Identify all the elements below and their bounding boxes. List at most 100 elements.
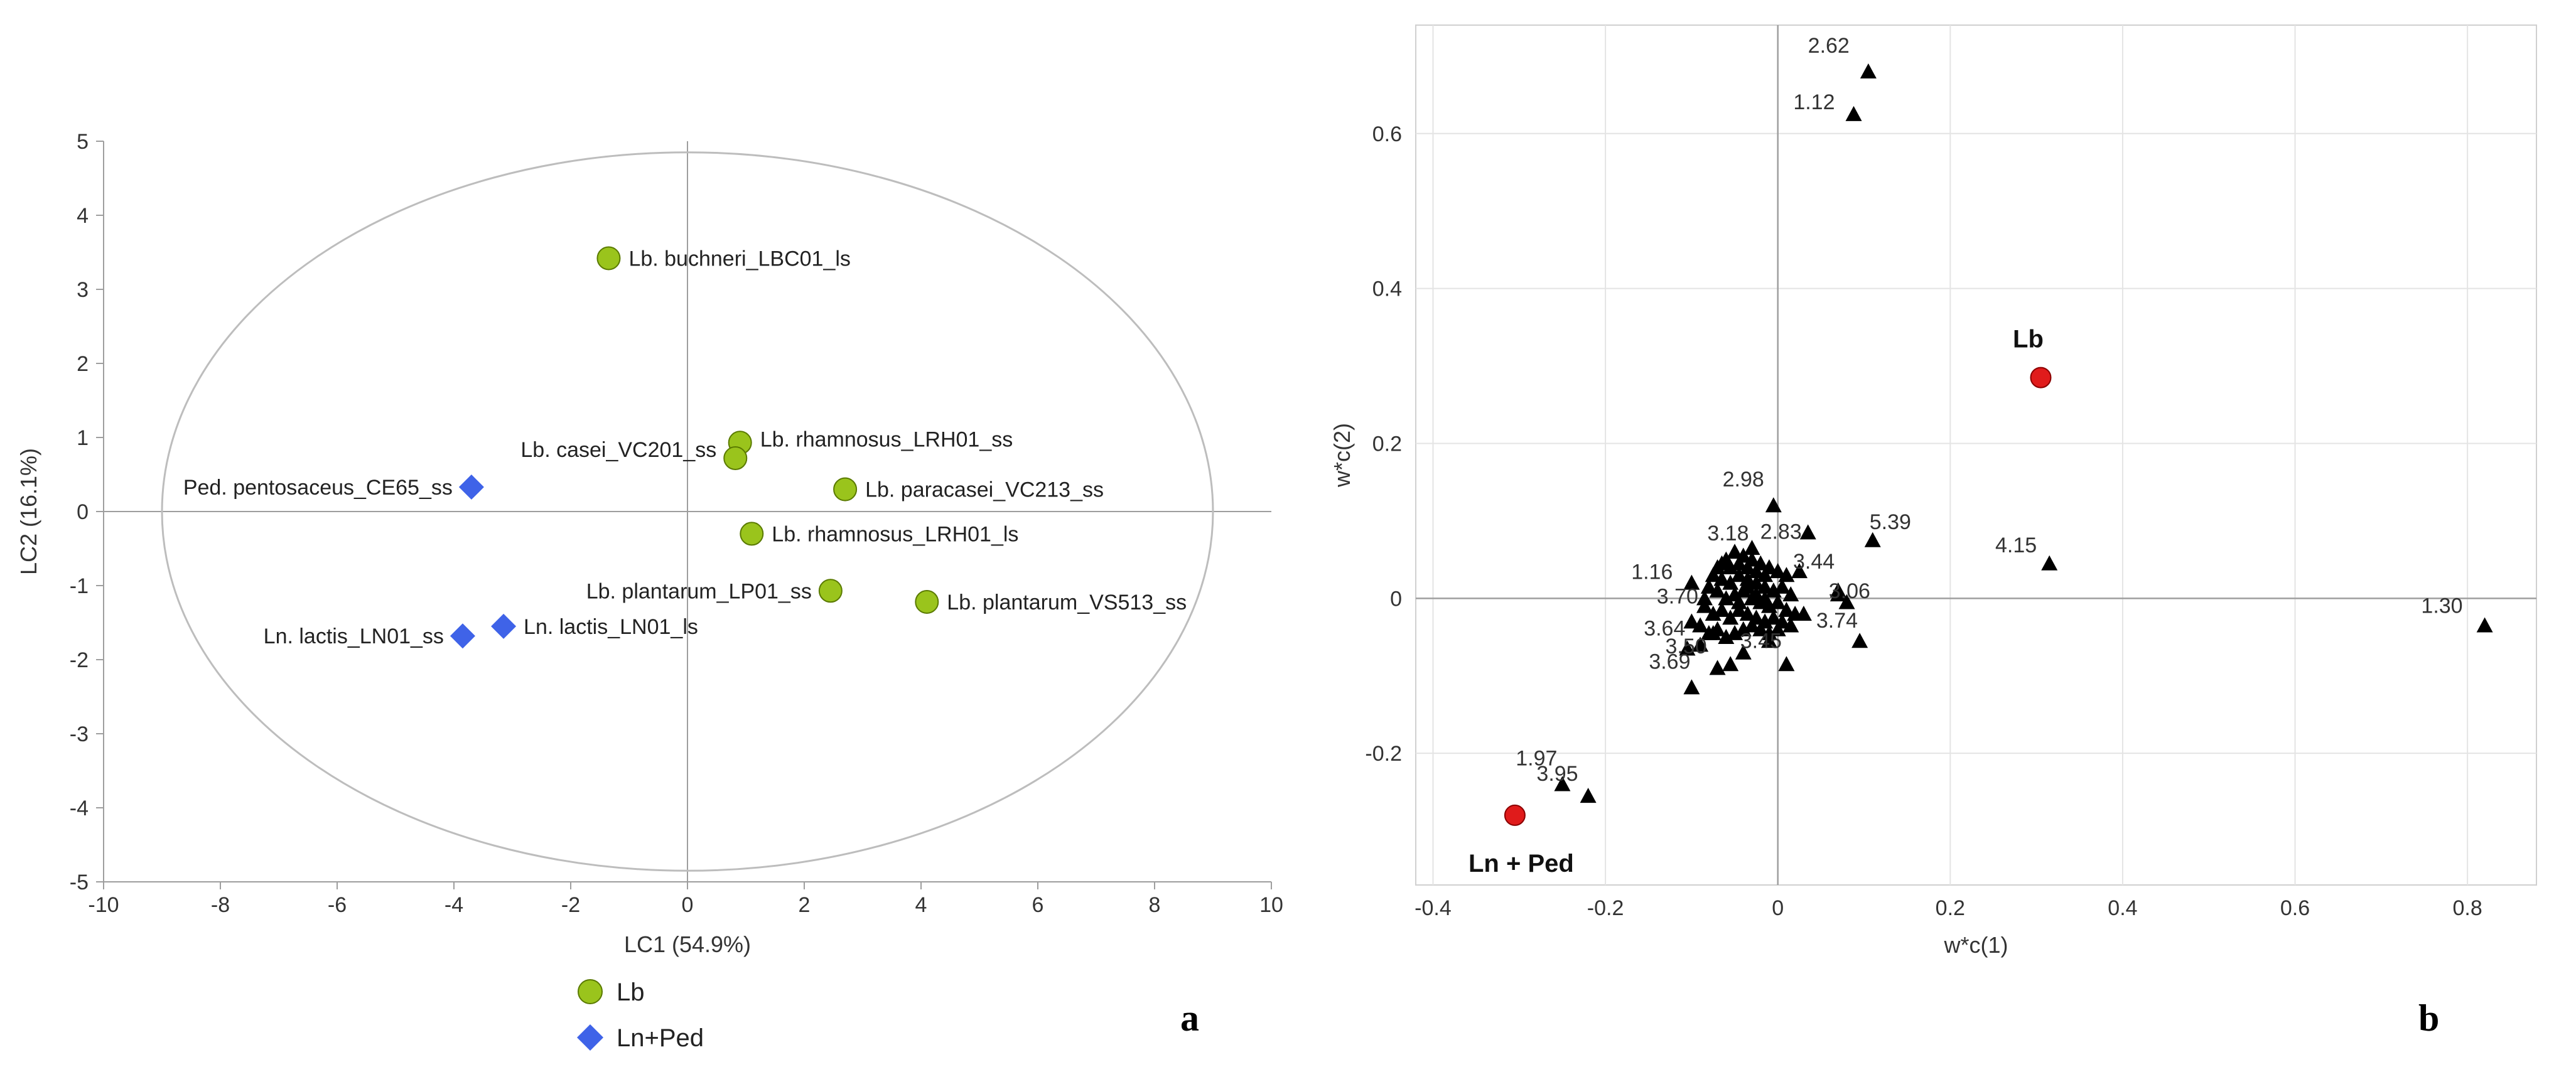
variable-loading-marker — [1757, 590, 1774, 606]
variable-loading-marker — [1838, 594, 1855, 609]
variable-label: 2.83 — [1760, 520, 1802, 544]
variable-label: 3.06 — [1829, 579, 1870, 603]
variable-label: 4.15 — [1995, 534, 2037, 557]
lb-sample-marker — [818, 579, 843, 603]
x-tick-label: -4 — [445, 893, 463, 917]
y-tick-label: 2 — [77, 352, 89, 376]
y-tick-label: 0.4 — [1372, 277, 1402, 301]
variable-loading-marker — [1851, 633, 1868, 648]
x-tick-label: -10 — [88, 893, 119, 917]
lb-sample-marker — [915, 589, 939, 614]
variable-loading-marker — [1765, 609, 1782, 625]
variable-loading-marker — [1696, 590, 1713, 606]
lb-sample-marker — [833, 477, 858, 501]
variable-loading-marker — [1554, 776, 1571, 791]
y-tick-label: -4 — [70, 796, 89, 820]
variable-loading-marker — [1739, 559, 1756, 574]
legend-label-ln-ped: Ln+Ped — [617, 1024, 704, 1052]
variable-loading-marker — [1692, 636, 1709, 652]
variable-loading-marker — [1752, 621, 1769, 636]
variable-loading-marker — [1791, 563, 1808, 579]
variable-label: 3.64 — [1644, 616, 1685, 640]
class-response-marker — [1504, 804, 1526, 826]
variable-loading-marker — [1782, 617, 1799, 633]
x-tick-label: 8 — [1149, 893, 1161, 917]
variable-loading-marker — [1864, 532, 1881, 547]
ln-ped-sample-marker — [450, 623, 475, 649]
variable-loading-marker — [1765, 497, 1782, 513]
variable-loading-marker — [1782, 586, 1799, 602]
variable-loading-marker — [1730, 594, 1747, 609]
variable-loading-marker — [2041, 555, 2058, 571]
y-tick-label: 1 — [77, 426, 89, 450]
variable-loading-marker — [1830, 582, 1846, 598]
x-tick-label: -0.4 — [1415, 896, 1452, 920]
variable-loading-marker — [1713, 601, 1730, 617]
x-tick-label: -0.2 — [1587, 896, 1624, 920]
class-response-label: Ln + Ped — [1469, 850, 1574, 877]
x-tick-label: 0 — [682, 893, 694, 917]
x-tick-label: 2 — [799, 893, 811, 917]
variable-loading-marker — [1709, 660, 1726, 675]
variable-loading-marker — [1692, 617, 1709, 633]
variable-loading-marker — [1683, 574, 1700, 590]
variable-loading-marker — [1748, 586, 1765, 602]
hotelling-ellipse — [161, 151, 1214, 872]
variable-loading-marker — [1722, 656, 1739, 672]
panel-letter-a: a — [1180, 997, 1199, 1039]
variable-loading-marker — [1713, 555, 1730, 571]
variable-loading-marker — [1778, 601, 1795, 617]
y-tick-label: 5 — [77, 130, 89, 154]
legend-marker-lb — [578, 979, 603, 1004]
y-tick-label: 0 — [77, 500, 89, 524]
x-tick-label: 0.8 — [2453, 896, 2482, 920]
variable-loading-marker — [1760, 633, 1777, 648]
variable-loading-marker — [1709, 582, 1726, 598]
x-tick-label: -6 — [328, 893, 347, 917]
variable-loading-marker — [1718, 629, 1735, 645]
variable-label: 1.12 — [1793, 90, 1835, 114]
x-tick-label: 10 — [1259, 893, 1283, 917]
variable-loading-marker — [1735, 644, 1752, 660]
variable-loading-marker — [1743, 540, 1760, 555]
y-tick-label: 0.6 — [1372, 122, 1402, 146]
variable-loading-marker — [1757, 567, 1774, 582]
variable-label: 3.18 — [1707, 522, 1749, 545]
variable-loading-marker — [1743, 617, 1760, 633]
variable-loading-marker — [1730, 555, 1747, 571]
y-tick-label: 4 — [77, 204, 89, 228]
variable-loading-marker — [1683, 679, 1700, 695]
variable-loading-marker — [2476, 617, 2493, 633]
variable-loading-marker — [1722, 574, 1739, 590]
variable-loading-marker — [1722, 609, 1739, 625]
loadings-plot-area — [1415, 24, 2537, 886]
variable-label: 2.98 — [1723, 468, 1764, 491]
variable-loading-marker — [1705, 625, 1722, 640]
sample-label: Lb. rhamnosus_LRH01_ls — [772, 522, 1018, 546]
variable-loading-marker — [1679, 640, 1696, 656]
y-tick-label: -2 — [70, 648, 89, 672]
variable-loading-marker — [1683, 613, 1700, 629]
x-tick-label: 0.4 — [2108, 896, 2137, 920]
sample-label: Ped. pentosaceus_CE65_ss — [183, 476, 453, 500]
variable-label: 3.50 — [1666, 635, 1707, 658]
variable-loading-marker — [1713, 571, 1730, 586]
variable-loading-marker — [1760, 598, 1777, 613]
variable-loading-marker — [1727, 544, 1743, 559]
variable-loading-marker — [1696, 598, 1713, 613]
lb-sample-marker — [723, 446, 748, 471]
loadings-y-axis-title: w*c(2) — [1329, 423, 1355, 488]
variable-loading-marker — [1718, 590, 1735, 606]
variable-loading-marker — [1705, 606, 1722, 621]
sample-label: Ln. lactis_LN01_ss — [264, 625, 444, 648]
sample-label: Lb. buchneri_LBC01_ls — [628, 247, 850, 271]
x-tick-label: -8 — [211, 893, 230, 917]
variable-label: 3.74 — [1816, 609, 1858, 633]
x-tick-label: 4 — [915, 893, 927, 917]
loadings-plot: -0.4 -0.2 0 0.2 0.4 0.6 0.8 -0.2 0 0.2 0.4 0.6 2.62… — [1329, 24, 2537, 1039]
loadings-points — [1504, 63, 2493, 826]
lb-sample-marker — [596, 246, 621, 271]
variable-loading-marker — [1722, 559, 1739, 574]
